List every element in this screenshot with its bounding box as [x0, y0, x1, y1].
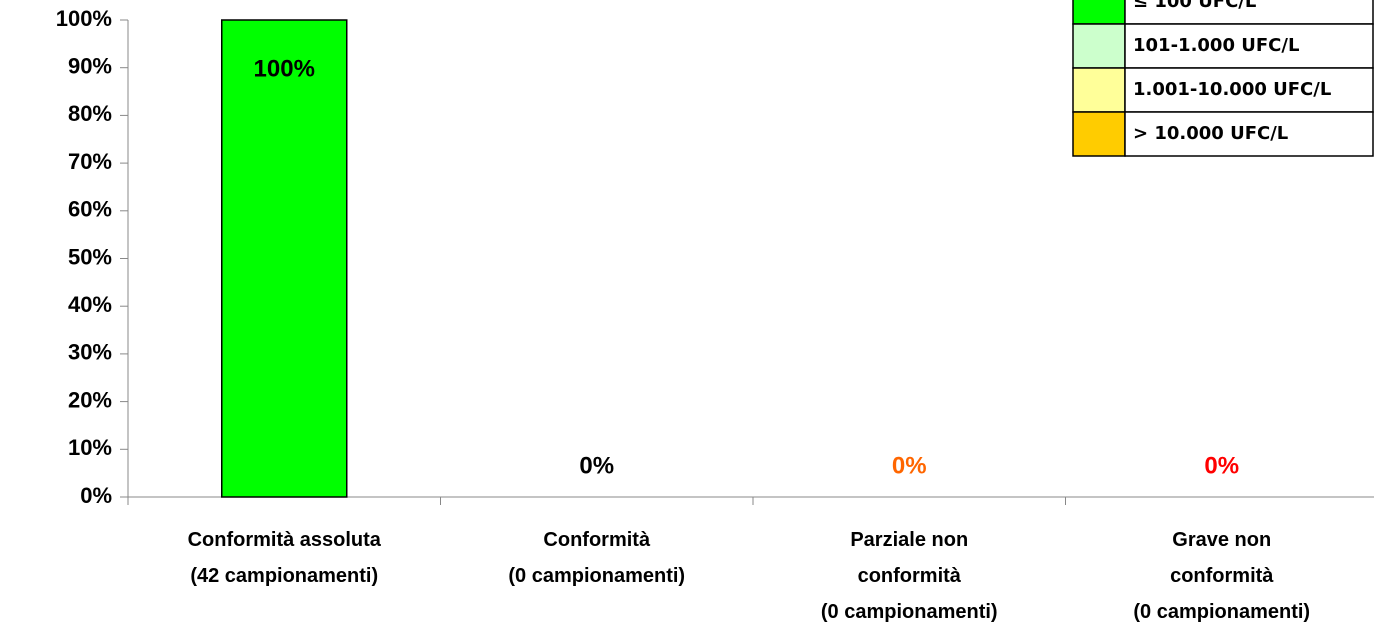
x-tick-label: Grave non conformità (0 campionamenti)	[1133, 529, 1310, 623]
y-tick-label: 80%	[68, 101, 112, 126]
x-tick-label: Parziale non conformità (0 campionamenti)	[821, 529, 998, 623]
legend-swatch	[1072, 67, 1126, 113]
legend-swatch	[1072, 111, 1126, 157]
legend-label: 101-1.000 UFC/L	[1133, 35, 1299, 56]
legend-label: 1.001-10.000 UFC/L	[1133, 79, 1331, 100]
bar	[221, 19, 348, 498]
y-tick-label: 10%	[68, 435, 112, 460]
y-tick-label: 100%	[56, 6, 112, 31]
y-tick-label: 70%	[68, 149, 112, 174]
legend-label: > 10.000 UFC/L	[1133, 123, 1288, 144]
y-tick-label: 40%	[68, 292, 112, 317]
x-tick-label: Conformità assoluta (42 campionamenti)	[188, 529, 382, 587]
legend-cell	[1124, 67, 1374, 113]
y-tick-label: 20%	[68, 387, 112, 412]
data-label: 0%	[579, 452, 614, 479]
y-tick-label: 90%	[68, 54, 112, 79]
legend-swatch	[1072, 23, 1126, 69]
data-label: 0%	[892, 452, 927, 479]
legend-swatch	[1072, 0, 1126, 25]
y-tick-label: 30%	[68, 340, 112, 365]
y-tick-label: 60%	[68, 197, 112, 222]
y-tick-label: 50%	[68, 244, 112, 269]
legend-cell	[1124, 23, 1374, 69]
y-tick-label: 0%	[80, 483, 112, 508]
legend-cell	[1124, 111, 1374, 157]
x-tick-label: Conformità (0 campionamenti)	[508, 529, 685, 587]
legend-label: ≤ 100 UFC/L	[1133, 0, 1256, 12]
data-label: 0%	[1204, 452, 1239, 479]
legend-cell	[1124, 0, 1374, 25]
data-label: 100%	[254, 55, 315, 82]
